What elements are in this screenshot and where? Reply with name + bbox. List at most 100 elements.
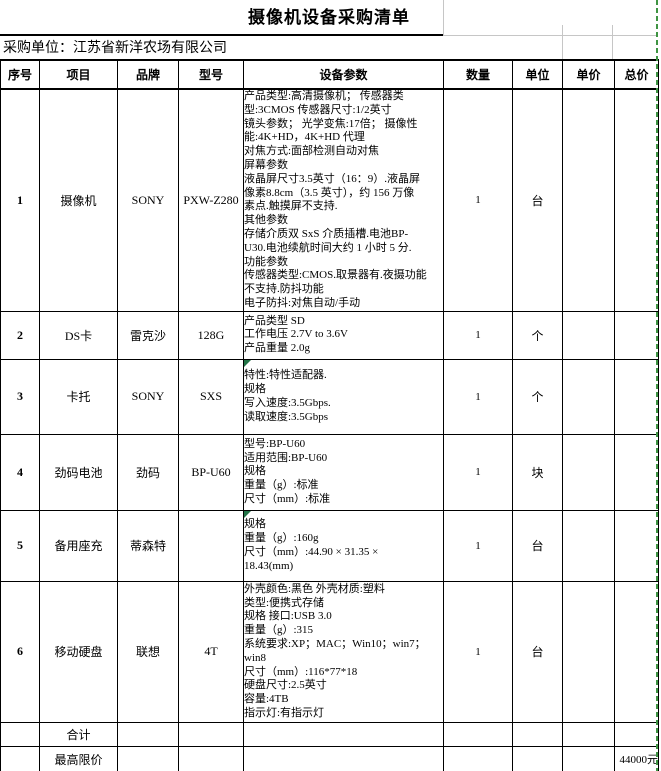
params-text: 产品类型 SD 工作电压 2.7V to 3.6V 产品重量 2.0g [244,314,349,355]
cell-params[interactable]: 型号:BP-U60 适用范围:BP-U60 规格 重量（g）:标准 尺寸（mm）… [243,433,444,511]
cell-item[interactable]: 摄像机 [39,88,118,312]
cell-params[interactable]: 产品类型:高清摄像机； 传感器类 型:3CMOS 传感器尺寸:1/2英寸 镜头参… [243,88,444,312]
header-model[interactable]: 型号 [178,59,244,90]
cell-brand[interactable]: SONY [117,88,179,312]
cell-model[interactable]: 128G [178,310,244,360]
table-row: 2 DS卡 雷克沙 128G 产品类型 SD 工作电压 2.7V to 3.6V… [0,310,659,360]
max-price-value[interactable]: 44000元 [614,745,659,771]
table-row: 4 劲码电池 劲码 BP-U60 型号:BP-U60 适用范围:BP-U60 规… [0,433,659,511]
cell-item[interactable]: 劲码电池 [39,433,118,511]
cell-brand[interactable]: 劲码 [117,433,179,511]
cell-model[interactable] [178,745,244,771]
cell-item[interactable]: DS卡 [39,310,118,360]
cell-qty[interactable]: 1 [443,433,513,511]
cell-unit-price[interactable] [562,721,615,747]
cell-model[interactable]: 4T [178,580,244,723]
cell-qty[interactable]: 1 [443,358,513,435]
cell-unit[interactable]: 台 [512,509,563,582]
subtotal-row: 合计 [0,721,659,747]
cell-unit-price[interactable] [562,745,615,771]
cell-total-price[interactable] [614,580,659,723]
header-brand[interactable]: 品牌 [117,59,179,90]
cell-brand[interactable]: 联想 [117,580,179,723]
cell-model[interactable] [178,721,244,747]
cell-brand[interactable]: 雷克沙 [117,310,179,360]
max-price-label[interactable]: 最高限价 [39,745,118,771]
header-row: 序号 项目 品牌 型号 设备参数 数量 单位 单价 总价 [0,59,659,90]
cell-params[interactable]: 特性:特性适配器. 规格 写入速度:3.5Gbps. 读取速度:3.5Gbps [243,358,444,435]
cell-no[interactable]: 1 [0,88,40,312]
gridline-horizontal [443,35,658,36]
header-unit[interactable]: 单位 [512,59,563,90]
cell-unit[interactable]: 个 [512,310,563,360]
cell-no[interactable]: 3 [0,358,40,435]
cell-qty[interactable] [443,721,513,747]
cell-unit-price[interactable] [562,358,615,435]
cell-item[interactable]: 卡托 [39,358,118,435]
purchaser-cell[interactable]: 采购单位：江苏省新洋农场有限公司 [3,41,227,56]
cell-model[interactable]: PXW-Z280 [178,88,244,312]
cell-total-price[interactable] [614,88,659,312]
cell-model[interactable]: SXS [178,358,244,435]
gridline-vertical [612,25,613,59]
page-title: 摄像机设备采购清单 [248,8,410,27]
header-qty[interactable]: 数量 [443,59,513,90]
cell-no[interactable] [0,745,40,771]
table-row: 1 摄像机 SONY PXW-Z280 产品类型:高清摄像机； 传感器类 型:3… [0,88,659,312]
cell-brand[interactable] [117,745,179,771]
cell-no[interactable]: 5 [0,509,40,582]
header-no[interactable]: 序号 [0,59,40,90]
cell-total-price[interactable] [614,721,659,747]
cell-qty[interactable]: 1 [443,310,513,360]
cell-qty[interactable] [443,745,513,771]
error-flag-icon [244,511,251,518]
cell-unit-price[interactable] [562,509,615,582]
cell-unit[interactable] [512,721,563,747]
cell-model[interactable] [178,509,244,582]
cell-qty[interactable]: 1 [443,88,513,312]
cell-brand[interactable]: SONY [117,358,179,435]
cell-unit[interactable]: 台 [512,580,563,723]
cell-params[interactable]: 规格 重量（g）:160g 尺寸（mm）:44.90 × 31.35 × 18.… [243,509,444,582]
cell-params[interactable]: 外壳颜色:黑色 外壳材质:塑料 类型:便携式存储 规格 接口:USB 3.0 重… [243,580,444,723]
cell-no[interactable]: 4 [0,433,40,511]
cell-no[interactable]: 6 [0,580,40,723]
cell-unit-price[interactable] [562,310,615,360]
cell-unit[interactable]: 块 [512,433,563,511]
cell-unit-price[interactable] [562,433,615,511]
header-params[interactable]: 设备参数 [243,59,444,90]
cell-unit[interactable]: 台 [512,88,563,312]
cell-item[interactable]: 移动硬盘 [39,580,118,723]
cell-unit[interactable]: 个 [512,358,563,435]
title-row: 摄像机设备采购清单 [0,0,658,35]
cell-item[interactable]: 备用座充 [39,509,118,582]
subtotal-label[interactable]: 合计 [39,721,118,747]
params-text: 规格 重量（g）:160g 尺寸（mm）:44.90 × 31.35 × 18.… [244,518,379,572]
cell-no[interactable]: 2 [0,310,40,360]
cell-total-price[interactable] [614,358,659,435]
cell-total-price[interactable] [614,433,659,511]
cell-model[interactable]: BP-U60 [178,433,244,511]
cell-unit[interactable] [512,745,563,771]
cell-total-price[interactable] [614,310,659,360]
cell-qty[interactable]: 1 [443,580,513,723]
gridline-vertical [443,0,444,35]
cell-unit-price[interactable] [562,88,615,312]
header-item[interactable]: 项目 [39,59,118,90]
cell-no[interactable] [0,721,40,747]
error-flag-icon [244,360,251,367]
cell-params[interactable]: 产品类型 SD 工作电压 2.7V to 3.6V 产品重量 2.0g [243,310,444,360]
cell-brand[interactable]: 蒂森特 [117,509,179,582]
cell-params[interactable] [243,721,444,747]
cell-params[interactable] [243,745,444,771]
cell-qty[interactable]: 1 [443,509,513,582]
cell-brand[interactable] [117,721,179,747]
table-row: 6 移动硬盘 联想 4T 外壳颜色:黑色 外壳材质:塑料 类型:便携式存储 规格… [0,580,659,723]
header-unit-price[interactable]: 单价 [562,59,615,90]
cell-unit-price[interactable] [562,580,615,723]
table-row: 3 卡托 SONY SXS 特性:特性适配器. 规格 写入速度:3.5Gbps.… [0,358,659,435]
cell-total-price[interactable] [614,509,659,582]
header-total-price[interactable]: 总价 [614,59,659,90]
table-row: 5 备用座充 蒂森特 规格 重量（g）:160g 尺寸（mm）:44.90 × … [0,509,659,582]
